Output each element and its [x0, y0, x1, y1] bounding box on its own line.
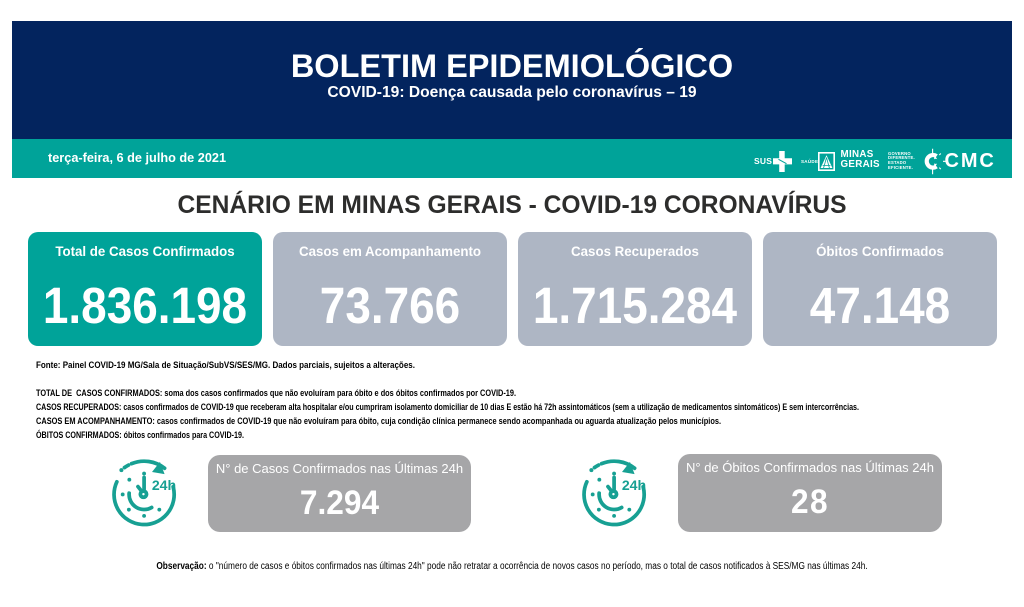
svg-text:24h: 24h [622, 477, 646, 493]
svg-text:24h: 24h [152, 477, 176, 493]
